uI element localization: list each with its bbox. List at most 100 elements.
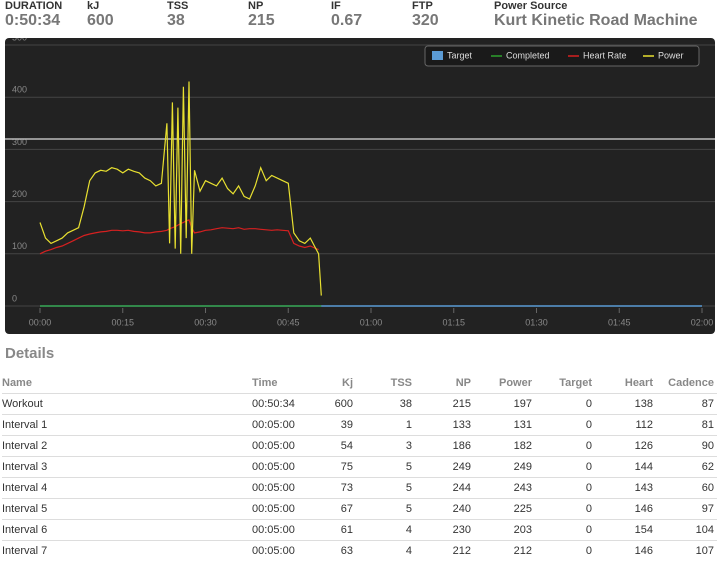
stat-label: DURATION [5,0,62,12]
column-header: Time [252,373,312,394]
stat-label: IF [331,0,362,12]
table-cell: 144 [595,457,656,478]
column-header: Heart [595,373,656,394]
table-cell: 600 [312,394,356,415]
table-cell: 61 [312,520,356,541]
column-header: NP [415,373,474,394]
stat-value: 320 [412,12,439,30]
x-tick-label: 00:45 [277,317,300,327]
column-header: Cadence [656,373,717,394]
table-cell: 104 [656,520,717,541]
table-cell: 73 [312,478,356,499]
table-cell: Workout [2,394,252,415]
table-cell: 4 [356,541,415,561]
table-cell: Interval 4 [2,478,252,499]
table-cell: 63 [312,541,356,561]
legend-label: Target [447,50,473,60]
table-cell: 3 [356,436,415,457]
table-cell: 240 [415,499,474,520]
table-cell: 5 [356,457,415,478]
table-cell: 60 [656,478,717,499]
table-cell: 00:50:34 [252,394,312,415]
legend-label: Power [658,50,684,60]
table-cell: 00:05:00 [252,520,312,541]
table-cell: 4 [356,520,415,541]
table-cell: 0 [535,541,595,561]
x-tick-label: 01:00 [360,317,383,327]
column-header: Name [2,373,252,394]
legend-swatch [432,51,443,60]
table-cell: 0 [535,436,595,457]
stat-value: 0:50:34 [5,12,62,30]
table-cell: 0 [535,394,595,415]
table-cell: 107 [656,541,717,561]
table-cell: Interval 5 [2,499,252,520]
table-cell: 75 [312,457,356,478]
table-cell: 131 [474,415,535,436]
table-cell: 0 [535,415,595,436]
table-cell: 203 [474,520,535,541]
table-cell: Interval 7 [2,541,252,561]
column-header: Power [474,373,535,394]
table-cell: 243 [474,478,535,499]
legend-label: Completed [506,50,550,60]
table-cell: 249 [474,457,535,478]
x-tick-label: 01:15 [442,317,465,327]
y-tick-label: 400 [12,85,27,95]
table-cell: 0 [535,499,595,520]
table-cell: Interval 1 [2,415,252,436]
section-title: Details [5,345,54,362]
table-cell: 212 [474,541,535,561]
table-cell: 0 [535,457,595,478]
table-cell: 00:05:00 [252,436,312,457]
table-cell: 54 [312,436,356,457]
column-header: Target [535,373,595,394]
table-cell: 244 [415,478,474,499]
table-cell: 212 [415,541,474,561]
table-cell: 215 [415,394,474,415]
table-cell: 90 [656,436,717,457]
table-cell: 5 [356,478,415,499]
chart: 010020030040050000:0000:1500:3000:4501:0… [5,38,715,334]
x-tick-label: 00:15 [111,317,134,327]
table-cell: 87 [656,394,717,415]
table-cell: 112 [595,415,656,436]
table-cell: 146 [595,541,656,561]
stat-label: Power Source [494,0,698,12]
stat-label: TSS [167,0,188,12]
table-cell: 39 [312,415,356,436]
table-cell: Interval 3 [2,457,252,478]
stat-value: 215 [248,12,275,30]
y-tick-label: 0 [12,293,17,303]
stat-label: kJ [87,0,114,12]
x-tick-label: 02:00 [691,317,714,327]
table-cell: 138 [595,394,656,415]
x-tick-label: 01:30 [525,317,548,327]
stat-value: 0.67 [331,12,362,30]
table-cell: 00:05:00 [252,541,312,561]
table-cell: 00:05:00 [252,499,312,520]
y-tick-label: 500 [12,38,27,42]
table-cell: 67 [312,499,356,520]
x-tick-label: 00:00 [29,317,52,327]
table-cell: 1 [356,415,415,436]
x-tick-label: 00:30 [194,317,217,327]
table-cell: 62 [656,457,717,478]
x-tick-label: 01:45 [608,317,631,327]
stat-label: FTP [412,0,439,12]
table-cell: 182 [474,436,535,457]
